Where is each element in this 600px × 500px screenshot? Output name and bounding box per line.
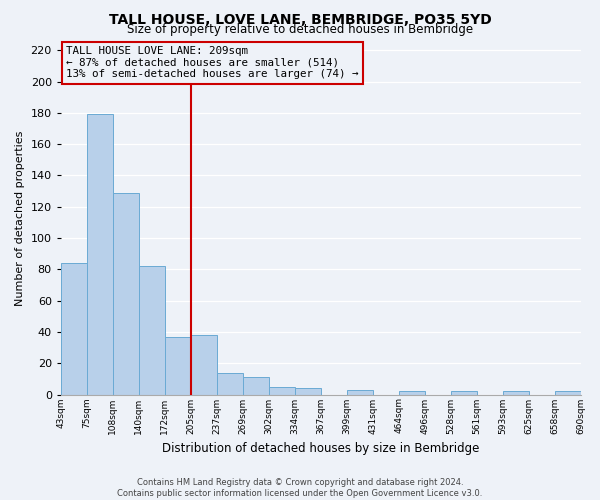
Bar xyxy=(217,372,243,394)
Bar xyxy=(191,335,217,394)
Bar xyxy=(87,114,113,394)
Bar xyxy=(398,392,425,394)
Bar xyxy=(61,263,87,394)
X-axis label: Distribution of detached houses by size in Bembridge: Distribution of detached houses by size … xyxy=(162,442,479,455)
Bar xyxy=(243,378,269,394)
Bar xyxy=(554,392,581,394)
Bar xyxy=(503,392,529,394)
Bar xyxy=(347,390,373,394)
Text: Contains HM Land Registry data © Crown copyright and database right 2024.
Contai: Contains HM Land Registry data © Crown c… xyxy=(118,478,482,498)
Bar xyxy=(269,386,295,394)
Y-axis label: Number of detached properties: Number of detached properties xyxy=(15,131,25,306)
Text: TALL HOUSE, LOVE LANE, BEMBRIDGE, PO35 5YD: TALL HOUSE, LOVE LANE, BEMBRIDGE, PO35 5… xyxy=(109,12,491,26)
Bar xyxy=(451,392,476,394)
Bar xyxy=(113,192,139,394)
Text: Size of property relative to detached houses in Bembridge: Size of property relative to detached ho… xyxy=(127,22,473,36)
Bar xyxy=(295,388,320,394)
Bar xyxy=(165,336,191,394)
Text: TALL HOUSE LOVE LANE: 209sqm
← 87% of detached houses are smaller (514)
13% of s: TALL HOUSE LOVE LANE: 209sqm ← 87% of de… xyxy=(66,46,359,79)
Bar xyxy=(139,266,165,394)
